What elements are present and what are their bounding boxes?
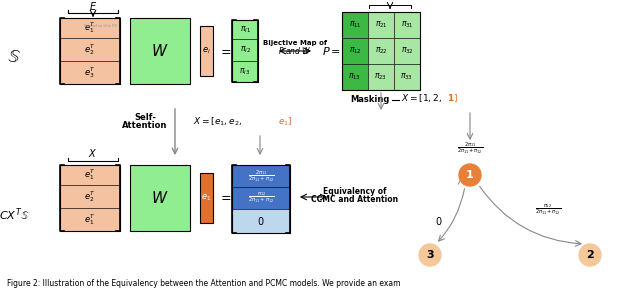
- Text: $\frac{\pi_{12}}{2\pi_{11}+\pi_{12}}$: $\frac{\pi_{12}}{2\pi_{11}+\pi_{12}}$: [535, 203, 561, 217]
- Text: $\mathbf{1}]$: $\mathbf{1}]$: [447, 92, 458, 104]
- Bar: [60, 38, 120, 61]
- Bar: [232, 209, 290, 233]
- Bar: [130, 18, 190, 84]
- Text: $\pi_{13}$: $\pi_{13}$: [349, 72, 362, 82]
- Text: $W$: $W$: [151, 190, 169, 206]
- Text: $E$: $E$: [89, 0, 97, 12]
- Bar: [342, 64, 368, 90]
- Text: Masking: Masking: [351, 95, 390, 104]
- Text: $X = [e_1, e_2, $: $X = [e_1, e_2, $: [193, 116, 242, 128]
- Circle shape: [579, 244, 601, 266]
- Text: $e_i$: $e_i$: [202, 46, 211, 56]
- Bar: [200, 26, 213, 76]
- Text: CCMC and Attention: CCMC and Attention: [312, 194, 399, 203]
- Text: $\pi_{33}$: $\pi_{33}$: [401, 72, 413, 82]
- Circle shape: [419, 244, 441, 266]
- Text: $\pi_{32}$: $\pi_{32}$: [401, 46, 413, 56]
- Text: $W$: $W$: [151, 43, 169, 59]
- Text: $e_1]$: $e_1]$: [278, 116, 292, 128]
- Text: $\pi_{21}$: $\pi_{21}$: [374, 20, 387, 30]
- Text: $=$: $=$: [218, 45, 232, 58]
- Text: $\pi_{23}$: $\pi_{23}$: [374, 72, 387, 82]
- Text: $e_2^T$: $e_2^T$: [84, 42, 96, 57]
- Bar: [60, 61, 120, 84]
- Text: $X$: $X$: [88, 147, 98, 159]
- Text: 0: 0: [435, 217, 441, 227]
- Text: $P$ and $W$: $P$ and $W$: [278, 45, 312, 56]
- Text: $\pi_{31}$: $\pi_{31}$: [401, 20, 413, 30]
- Bar: [368, 64, 394, 90]
- Text: $e_1^T$: $e_1^T$: [84, 21, 96, 36]
- Text: $\pi_{11}$: $\pi_{11}$: [349, 20, 362, 30]
- Text: $e_3^T$: $e_3^T$: [84, 65, 96, 80]
- Text: $\pi_{i2}$: $\pi_{i2}$: [239, 45, 250, 55]
- Text: 3: 3: [426, 250, 434, 260]
- Bar: [342, 12, 368, 38]
- Bar: [368, 12, 394, 38]
- Bar: [232, 165, 290, 233]
- Bar: [60, 165, 120, 231]
- Bar: [200, 173, 213, 223]
- Bar: [232, 20, 258, 82]
- Text: $\pi_{i1}$: $\pi_{i1}$: [239, 24, 250, 35]
- Bar: [130, 165, 190, 231]
- Text: $e_1$: $e_1$: [202, 193, 212, 203]
- Bar: [394, 12, 420, 38]
- Text: $\pi_{12}$: $\pi_{12}$: [349, 46, 362, 56]
- Bar: [60, 18, 120, 84]
- Bar: [232, 20, 258, 39]
- Text: $\mathbb{S}$: $\mathbb{S}$: [7, 48, 21, 66]
- Bar: [60, 18, 120, 38]
- Text: $\pi_{22}$: $\pi_{22}$: [374, 46, 387, 56]
- Text: $e_1^T$: $e_1^T$: [84, 212, 96, 227]
- Bar: [394, 64, 420, 90]
- Text: $\pi_{i3}$: $\pi_{i3}$: [239, 66, 250, 77]
- Bar: [394, 38, 420, 64]
- Bar: [342, 12, 420, 90]
- Text: $e_2^T$: $e_2^T$: [84, 189, 96, 204]
- Text: $CX^T\mathbb{S}$: $CX^T\mathbb{S}$: [0, 207, 29, 223]
- Text: $\frac{\pi_{12}}{2\pi_{11}+\pi_{12}}$: $\frac{\pi_{12}}{2\pi_{11}+\pi_{12}}$: [248, 191, 275, 205]
- Bar: [60, 185, 120, 208]
- Text: 2: 2: [586, 250, 594, 260]
- Bar: [232, 61, 258, 82]
- Text: Equivalency of: Equivalency of: [323, 187, 387, 196]
- Text: $\frac{2\pi_{11}}{2\pi_{11}+\pi_{12}}$: $\frac{2\pi_{11}}{2\pi_{11}+\pi_{12}}$: [248, 168, 275, 184]
- Text: $=$: $=$: [218, 191, 232, 203]
- Circle shape: [459, 164, 481, 186]
- Text: Figure 2: Illustration of the Equivalency between the Attention and PCMC models.: Figure 2: Illustration of the Equivalenc…: [7, 278, 401, 288]
- Bar: [368, 38, 394, 64]
- Text: $X = [1, 2, $: $X = [1, 2, $: [401, 92, 442, 104]
- Text: $P =$: $P =$: [322, 45, 341, 57]
- Bar: [60, 165, 120, 185]
- Text: Self-: Self-: [134, 113, 156, 123]
- Text: $e_1^T$: $e_1^T$: [84, 168, 96, 182]
- Bar: [232, 165, 290, 187]
- Bar: [342, 38, 368, 64]
- Text: 1: 1: [466, 170, 474, 180]
- Text: Bijective Map of: Bijective Map of: [263, 40, 327, 46]
- Bar: [232, 39, 258, 61]
- Bar: [232, 187, 290, 209]
- Text: $\frac{2\pi_{11}}{2\pi_{11}+\pi_{12}}$: $\frac{2\pi_{11}}{2\pi_{11}+\pi_{12}}$: [457, 140, 483, 156]
- Text: $0$: $0$: [257, 215, 265, 227]
- Bar: [60, 208, 120, 231]
- Text: Saved to this PC: Saved to this PC: [84, 24, 118, 28]
- Text: Attention: Attention: [122, 122, 168, 130]
